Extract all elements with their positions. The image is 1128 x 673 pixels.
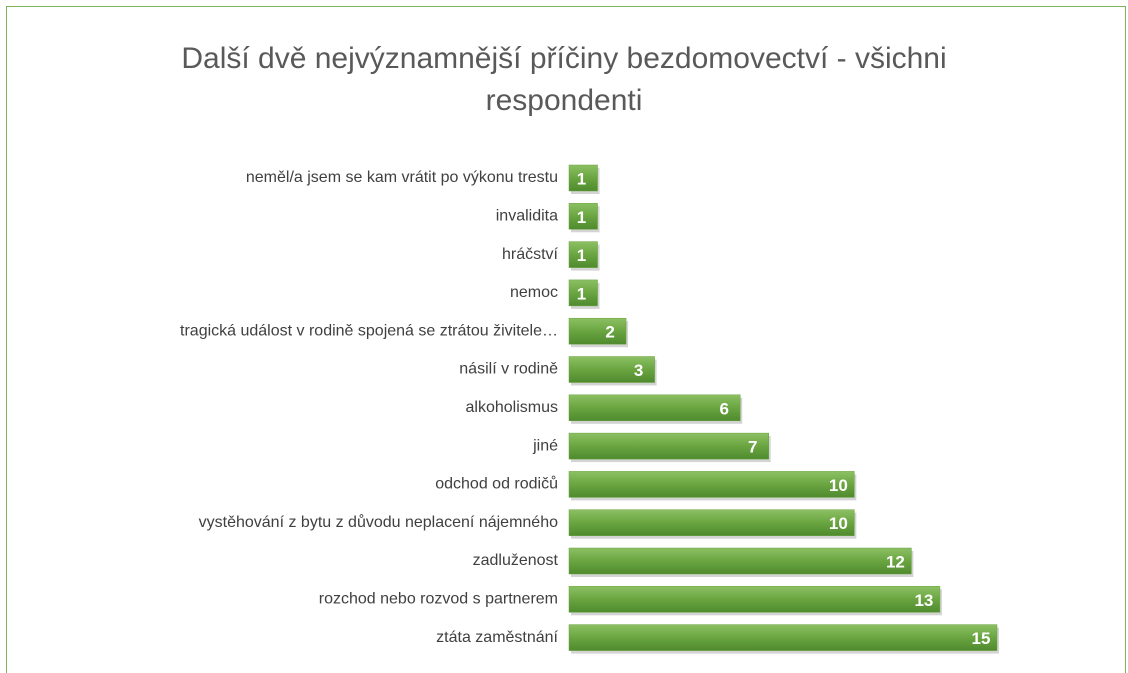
category-label: tragická událost v rodině spojená se ztr… xyxy=(180,322,558,339)
bar xyxy=(568,586,941,613)
bar xyxy=(568,317,627,345)
bar xyxy=(568,356,655,383)
value-label: 6 xyxy=(719,399,728,418)
value-label: 1 xyxy=(577,246,586,265)
chart-title: Další dvě nejvýznamnější příčiny bezdomo… xyxy=(181,42,947,117)
value-label: 10 xyxy=(829,476,848,495)
value-label: 1 xyxy=(577,169,586,188)
bar xyxy=(568,547,912,575)
value-label: 12 xyxy=(886,552,905,571)
bar xyxy=(568,241,598,268)
category-label: alkoholismus xyxy=(466,399,558,416)
category-label: násilí v rodině xyxy=(459,361,558,378)
category-label: nemoc xyxy=(510,284,558,301)
bar xyxy=(568,394,741,422)
bar xyxy=(568,164,598,192)
value-label: 3 xyxy=(634,361,643,380)
category-label: hráčství xyxy=(502,246,559,263)
value-label: 10 xyxy=(829,514,848,533)
category-label: rozchod nebo rozvod s partnerem xyxy=(319,591,558,608)
category-label: ztáta zaměstnání xyxy=(436,629,558,646)
category-label: vystěhování z bytu z důvodu neplacení ná… xyxy=(199,513,558,531)
value-label: 1 xyxy=(577,208,586,227)
category-label: odchod od rodičů xyxy=(435,475,558,493)
bar xyxy=(568,432,769,460)
bar xyxy=(568,203,598,230)
category-label: zadluženost xyxy=(473,552,559,569)
value-label: 7 xyxy=(748,438,757,457)
chart-frame xyxy=(6,6,1126,673)
bar xyxy=(568,471,855,498)
bar xyxy=(568,509,855,536)
value-label: 2 xyxy=(605,323,614,342)
value-label: 1 xyxy=(577,284,586,303)
category-label: invalidita xyxy=(496,208,558,225)
category-label: neměl/a jsem se kam vrátit po výkonu tre… xyxy=(246,169,558,186)
value-label: 15 xyxy=(972,629,991,648)
bar xyxy=(568,624,998,651)
bar xyxy=(568,279,598,307)
value-label: 13 xyxy=(914,591,933,610)
category-label: jiné xyxy=(532,437,558,454)
